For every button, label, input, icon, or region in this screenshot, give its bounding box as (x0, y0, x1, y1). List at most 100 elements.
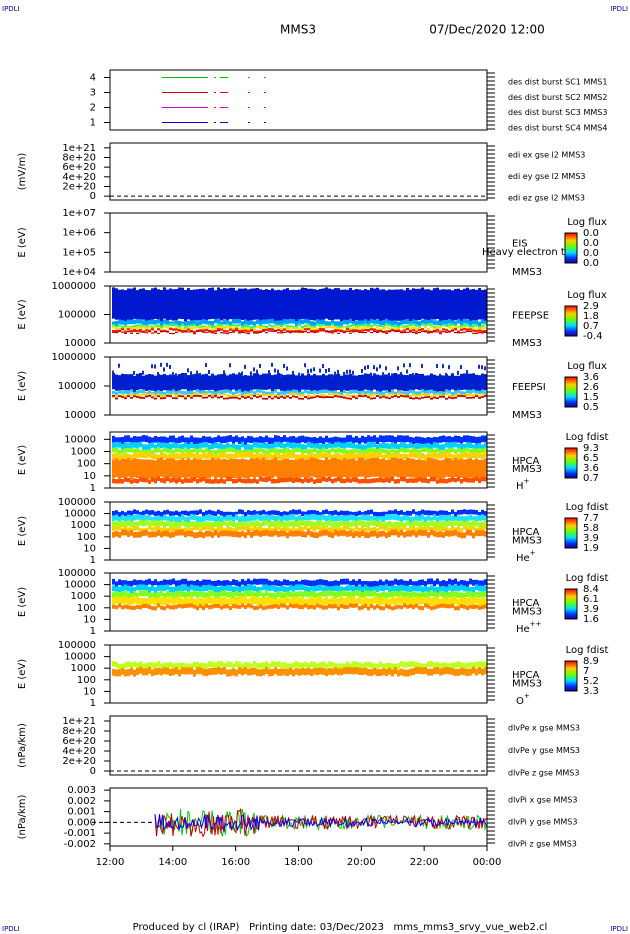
spectrogram-texture (259, 320, 262, 326)
spectrogram-texture (130, 389, 133, 393)
spectrogram-texture (298, 319, 301, 324)
spectrogram-texture (361, 478, 364, 484)
spectrogram-texture (130, 662, 133, 669)
spectrogram-texture (166, 476, 169, 482)
date-title: 07/Dec/2020 12:00 (429, 23, 545, 37)
spectrogram-texture (280, 530, 283, 537)
spectrogram-texture (340, 510, 343, 516)
spectrogram-texture (226, 661, 229, 668)
spectrogram-texture (337, 369, 339, 374)
spectrogram-texture (319, 436, 322, 443)
overlay-label: Heavy electron to (482, 247, 571, 258)
spectrogram-texture (424, 478, 427, 483)
spectrogram-texture (127, 527, 130, 532)
spectrogram-texture (133, 590, 136, 597)
spectrogram-texture (475, 584, 478, 591)
spectrogram-texture (298, 662, 301, 669)
spectrogram-texture (193, 604, 196, 609)
spectrogram-texture (271, 530, 274, 537)
spectrogram-texture (367, 510, 370, 515)
spectrogram-texture (448, 578, 451, 585)
spectrogram-texture (241, 668, 244, 676)
spectrogram-texture (196, 437, 199, 445)
spectrogram-texture (406, 395, 409, 398)
spectrogram-texture (454, 578, 457, 585)
spectrogram-texture (247, 662, 250, 668)
spectrogram-texture (307, 453, 310, 460)
spectrogram-texture (115, 397, 118, 400)
spectrogram-texture (283, 289, 286, 321)
spectrogram-texture (337, 288, 340, 320)
spectrogram-texture (406, 596, 409, 604)
instrument-label: HPCA (512, 527, 540, 538)
spectrogram-texture (469, 596, 472, 605)
spectrogram-texture (310, 442, 313, 449)
y-axis-label: (nPa/km) (17, 795, 28, 840)
spectrogram-texture (118, 324, 121, 327)
spectrogram-texture (142, 584, 145, 591)
spectrogram-texture (307, 663, 310, 669)
spectrogram-texture (316, 525, 319, 530)
spectrogram-texture (331, 437, 334, 444)
spectrogram-texture (472, 329, 475, 332)
spectrogram-texture (292, 319, 295, 324)
spectrogram-texture (364, 325, 367, 329)
spectrogram-texture (445, 374, 448, 391)
spectrogram-texture (193, 521, 196, 528)
spectrogram-texture (370, 662, 373, 669)
colorbar-tick-label: 8.4 (583, 584, 599, 595)
spectrogram-texture (280, 662, 283, 669)
spectrogram-texture (421, 526, 424, 531)
spectrogram-texture (202, 288, 205, 321)
spectrogram-texture (421, 606, 424, 611)
spectrogram-texture (139, 477, 142, 482)
spectrogram-texture (451, 590, 454, 597)
spectrogram-texture (436, 453, 439, 459)
spectrogram-texture (454, 669, 457, 677)
species: H (516, 481, 524, 492)
spectrogram-texture (484, 520, 487, 526)
spectrogram-texture (163, 319, 166, 325)
colorbar (564, 447, 578, 479)
spectrogram-texture (217, 328, 220, 331)
spectrogram-texture (334, 597, 337, 605)
spectrogram-texture (133, 327, 136, 330)
spectrogram-texture (484, 395, 487, 397)
spectrogram-texture (409, 363, 411, 368)
spectrogram-texture (214, 586, 217, 593)
spectrogram-texture (412, 585, 415, 592)
spectrogram-texture (283, 363, 285, 368)
spectrogram-texture (454, 332, 457, 334)
spectrogram-texture (175, 326, 178, 329)
spectrogram-texture (457, 592, 460, 599)
spectrogram-texture (433, 330, 436, 333)
plot-area (110, 143, 487, 200)
charge: + (524, 692, 530, 700)
spectrogram-texture (403, 319, 406, 325)
spectrogram-texture (469, 442, 472, 449)
spectrogram-texture (379, 443, 382, 449)
spectrogram-texture (112, 321, 115, 327)
spectrogram-texture (460, 328, 463, 331)
spectrogram-texture (349, 596, 352, 605)
spectrogram-texture (343, 371, 345, 376)
spectrogram-texture (388, 450, 391, 455)
spectrogram-texture (286, 595, 289, 604)
spectrogram-texture (331, 586, 334, 592)
spectrogram-texture (298, 397, 301, 400)
spectrogram-texture (343, 394, 346, 398)
spectrogram-texture (307, 598, 310, 607)
spectrogram-texture (190, 478, 193, 483)
spectrogram-texture (130, 319, 133, 325)
spectrogram-texture (232, 516, 235, 523)
spectrogram-texture (370, 324, 373, 327)
spectrogram-texture (454, 435, 457, 443)
spectrogram-texture (406, 444, 409, 450)
spectrogram-texture (349, 397, 352, 400)
spectrogram-texture (163, 527, 166, 532)
spectrogram-texture (337, 606, 340, 611)
spectrogram-texture (208, 287, 211, 320)
spectrogram-texture (484, 511, 487, 516)
spectrogram-texture (355, 515, 358, 522)
spectrogram-texture (340, 396, 343, 398)
